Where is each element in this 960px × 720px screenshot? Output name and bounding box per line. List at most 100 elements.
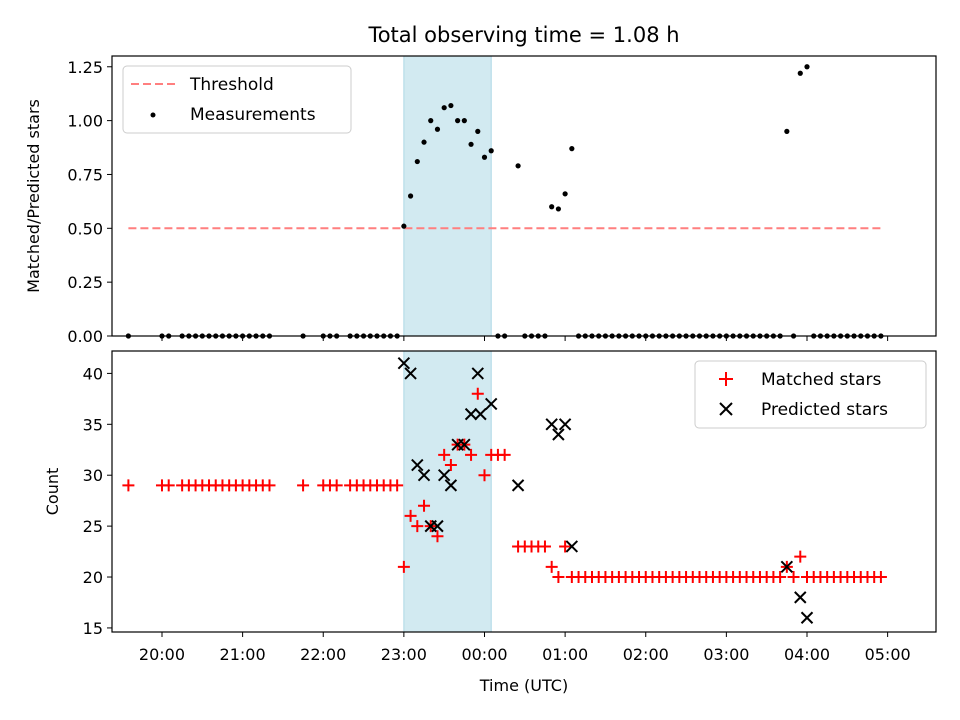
matched-star-point	[404, 509, 417, 522]
predicted-star-point	[397, 357, 411, 370]
count-x-tick-label: 02:00	[623, 645, 669, 664]
matched-star-point	[559, 540, 572, 553]
measurement-point	[434, 126, 441, 132]
ratio-y-tick-label: 0.00	[67, 327, 103, 346]
measurement-points	[125, 64, 884, 339]
matched-star-point	[545, 560, 558, 573]
measurement-point	[481, 154, 488, 160]
matched-star-point	[431, 530, 444, 543]
predicted-star-points	[397, 357, 814, 624]
measurement-point	[562, 191, 568, 197]
predicted-star-point	[471, 367, 484, 380]
predicted-star-point	[411, 458, 424, 472]
legend-measurement-swatch	[150, 112, 156, 118]
ratio-y-tick-label: 1.25	[67, 58, 103, 77]
matched-star-point	[552, 571, 565, 584]
ratio-legend: Threshold Measurements	[122, 65, 352, 134]
matched-star-point	[794, 550, 807, 563]
count-y-ticks: 15 20 25 30 35 40	[83, 364, 112, 638]
measurement-point	[428, 118, 434, 124]
matched-star-point	[471, 387, 484, 400]
predicted-star-point	[565, 540, 579, 553]
predicted-star-point	[794, 591, 807, 604]
measurement-point	[555, 206, 562, 212]
ratio-y-tick-label: 0.50	[67, 219, 103, 238]
observing-window-band	[403, 55, 492, 337]
legend-predicted-swatch	[719, 402, 733, 416]
predicted-star-point	[485, 397, 498, 411]
ratio-y-tick-label: 0.75	[67, 165, 103, 184]
matched-star-point	[122, 479, 135, 492]
count-x-tick-label: 00:00	[461, 645, 507, 664]
count-x-tick-label: 03:00	[703, 645, 749, 664]
count-y-tick-label: 40	[83, 364, 103, 383]
ratio-y-axis-label: Matched/Predicted stars	[24, 99, 43, 293]
matched-star-point	[263, 479, 276, 492]
predicted-star-point	[437, 469, 451, 482]
count-x-tick-label: 01:00	[542, 645, 588, 664]
predicted-star-point	[780, 560, 794, 574]
predicted-star-point	[511, 479, 525, 492]
count-y-tick-label: 30	[83, 466, 103, 485]
predicted-star-point	[431, 519, 444, 533]
predicted-star-point	[464, 407, 478, 421]
ratio-legend-box	[122, 65, 352, 134]
predicted-star-point	[800, 611, 814, 624]
measurement-point	[784, 128, 790, 134]
count-y-tick-label: 25	[83, 517, 103, 536]
count-legend-box	[694, 360, 927, 429]
measurement-point	[448, 102, 454, 109]
legend-matched-swatch	[719, 372, 733, 386]
ratio-y-tick-label: 0.25	[67, 273, 103, 292]
matched-star-point	[162, 479, 175, 492]
ratio-y-tick-label: 1.00	[67, 112, 103, 131]
measurement-point	[804, 64, 810, 70]
ratio-plot-frame	[111, 55, 937, 337]
measurement-point	[797, 70, 803, 76]
matched-star-point	[438, 448, 451, 461]
measurement-point	[549, 204, 555, 210]
predicted-star-point	[444, 479, 458, 492]
measurement-point	[421, 139, 427, 145]
matched-star-points	[122, 387, 887, 584]
matched-star-point	[465, 448, 478, 461]
count-x-tick-label: 04:00	[784, 645, 830, 664]
matched-star-point	[411, 520, 424, 533]
legend-threshold-label: Threshold	[189, 75, 274, 95]
matched-star-point	[538, 540, 551, 553]
matched-star-point	[297, 479, 310, 492]
measurement-point	[461, 118, 467, 124]
matched-star-point	[478, 469, 491, 482]
count-x-tick-label: 05:00	[865, 645, 911, 664]
matched-star-point	[397, 560, 410, 573]
measurement-point	[475, 128, 481, 134]
matched-star-point	[498, 448, 511, 461]
count-plot-frame	[111, 350, 937, 633]
measurement-point	[455, 118, 461, 124]
measurement-point	[488, 148, 494, 154]
count-x-tick-label: 22:00	[300, 645, 346, 664]
observing-window-band	[403, 350, 492, 633]
predicted-star-point	[552, 428, 565, 441]
measurement-point	[401, 223, 407, 229]
count-x-ticks: 20:00 21:00 22:00 23:00 00:00 01:00 02:00 03:00…	[139, 632, 911, 664]
predicted-star-point	[417, 469, 431, 482]
measurement-point	[569, 146, 575, 152]
legend-measurement-label: Measurements	[190, 105, 316, 125]
chart-title: Total observing time = 1.08 h	[367, 23, 679, 47]
measurement-point	[468, 141, 474, 147]
matched-star-point	[391, 479, 404, 492]
predicted-star-point	[558, 418, 572, 431]
matched-star-point	[874, 571, 887, 584]
measurement-point	[407, 193, 414, 199]
count-y-tick-label: 20	[83, 568, 103, 587]
measurement-point	[414, 158, 420, 165]
time-x-axis-label: Time (UTC)	[479, 676, 568, 695]
legend-matched-label: Matched stars	[761, 370, 881, 390]
count-x-tick-label: 20:00	[139, 645, 185, 664]
predicted-star-point	[404, 367, 417, 380]
ratio-panel: 0.00 0.25 0.50 0.75 1.00 1.25 Matched/Predict…	[24, 55, 937, 346]
count-y-axis-label: Count	[43, 468, 62, 516]
count-y-tick-label: 15	[83, 619, 103, 638]
